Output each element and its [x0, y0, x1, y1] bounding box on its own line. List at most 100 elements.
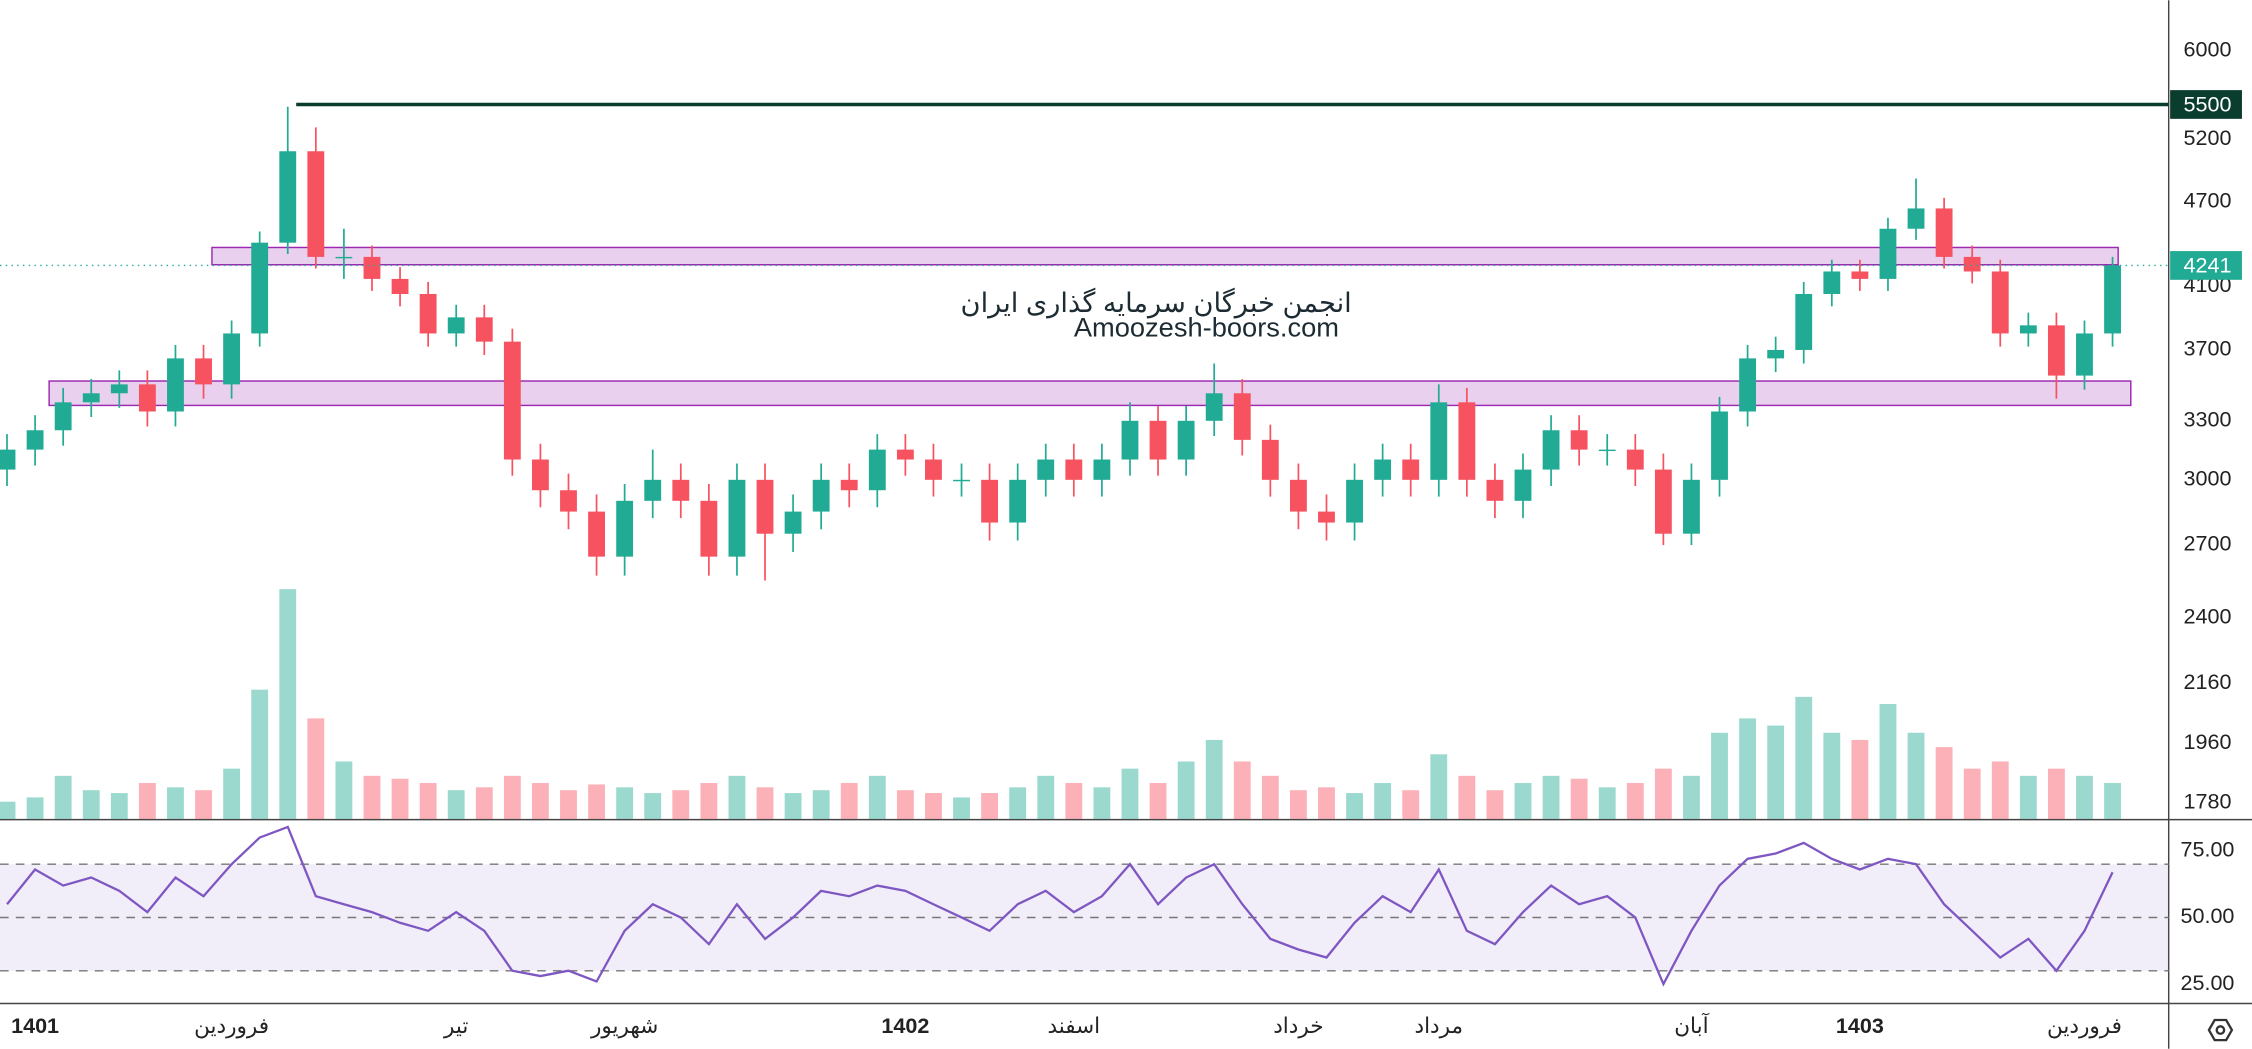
candle-body: [26, 430, 44, 450]
candle-body: [1121, 420, 1139, 460]
candle-body: [223, 333, 241, 385]
settings-icon[interactable]: [2207, 1018, 2234, 1042]
candle-body: [925, 459, 942, 480]
volume-bar: [1767, 725, 1785, 819]
candle-body: [503, 341, 521, 460]
volume-bar: [447, 790, 465, 819]
volume-bar: [981, 793, 999, 819]
volume-bar: [1289, 790, 1307, 819]
volume-bar: [1261, 775, 1279, 819]
volume-bar: [223, 768, 241, 819]
candle-body: [1570, 430, 1588, 450]
candle-body: [1346, 479, 1363, 523]
candle-body: [812, 479, 830, 512]
volume-bar: [560, 790, 577, 819]
candle-body: [1907, 208, 1925, 229]
volume-bar: [840, 783, 858, 819]
volume-bar: [1177, 761, 1195, 819]
candle-body: [307, 151, 325, 257]
volume-bar: [1598, 787, 1616, 819]
candle-body: [2047, 325, 2065, 376]
volume-bar: [1683, 775, 1700, 819]
candle-body: [868, 449, 886, 491]
candle-body: [1205, 393, 1223, 421]
volume-bar: [1402, 790, 1420, 819]
volume-bar: [1739, 718, 1757, 819]
volume-bar: [896, 790, 914, 819]
candle-body: [335, 256, 353, 259]
volume-bar: [279, 589, 297, 819]
volume-bar: [868, 775, 886, 819]
volume-bar: [1374, 783, 1392, 819]
level-label: 5500: [2184, 93, 2232, 117]
volume-bar: [110, 793, 128, 819]
settings-hexagon: [2207, 1018, 2234, 1042]
y-tick-label: 2160: [2184, 670, 2232, 694]
volume-bar: [1879, 704, 1897, 819]
candle-body: [616, 500, 634, 557]
candle-body: [447, 317, 465, 334]
y-tick-label: 6000: [2184, 37, 2232, 61]
volume-bar: [953, 797, 970, 819]
candle-body: [1823, 271, 1841, 294]
volume-bar: [2076, 775, 2093, 819]
candle-body: [279, 151, 297, 243]
volume-bar: [0, 801, 16, 819]
volume-bar: [503, 775, 521, 819]
volume-bar: [26, 797, 44, 819]
candle-body: [0, 449, 16, 470]
volume-bar: [1121, 768, 1139, 819]
rsi-tick-label: 25.00: [2181, 971, 2235, 995]
candle-body: [700, 500, 718, 557]
candle-body: [1430, 402, 1448, 480]
candle-body: [1402, 459, 1420, 480]
volume-bar: [1991, 761, 2009, 819]
volume-bar: [2019, 775, 2037, 819]
volume-bar: [1711, 732, 1728, 819]
candle-body: [1289, 479, 1307, 512]
volume-bar: [419, 783, 437, 819]
y-tick-label: 2400: [2184, 605, 2232, 629]
candle-body: [981, 479, 999, 523]
zone: [48, 380, 2132, 407]
candle-body: [531, 459, 549, 491]
volume-bar: [616, 787, 634, 819]
volume-bar: [2104, 783, 2121, 819]
candle-body: [1458, 402, 1476, 480]
x-tick-label: 1401: [11, 1014, 59, 1038]
volume-bar: [1514, 783, 1532, 819]
level-label-bg: [2170, 90, 2242, 119]
volume-bar: [1486, 790, 1504, 819]
volume-bar: [363, 775, 381, 819]
candle-body: [644, 479, 662, 501]
candle-body: [1598, 449, 1616, 452]
volume-bar: [1346, 793, 1363, 819]
rsi-tick-label: 50.00: [2181, 904, 2235, 928]
candle-body: [251, 242, 269, 334]
volume-bar: [812, 790, 830, 819]
x-tick-label: 1403: [1836, 1014, 1884, 1038]
volume-bar: [531, 783, 549, 819]
volume-bar: [1009, 787, 1027, 819]
y-tick-label: 3700: [2184, 337, 2232, 361]
candle-body: [110, 384, 128, 394]
candle-body: [391, 278, 409, 294]
volume-bar: [167, 787, 184, 819]
candle-body: [840, 479, 858, 491]
candle-body: [419, 293, 437, 334]
x-tick-label: مرداد: [1414, 1014, 1463, 1038]
volume-bar: [588, 784, 605, 819]
candle-body: [784, 511, 802, 534]
candle-body: [896, 449, 914, 460]
last-price-bg: [2170, 251, 2242, 280]
candle-body: [195, 358, 212, 385]
volume-bar: [1430, 754, 1448, 819]
volume-bar: [1570, 778, 1588, 819]
candle-body: [1683, 479, 1700, 534]
watermark: Amoozesh-boors.com: [1074, 311, 1339, 342]
volume-bar: [700, 783, 718, 819]
candle-body: [756, 479, 774, 534]
rsi-tick-label: 75.00: [2181, 838, 2235, 862]
